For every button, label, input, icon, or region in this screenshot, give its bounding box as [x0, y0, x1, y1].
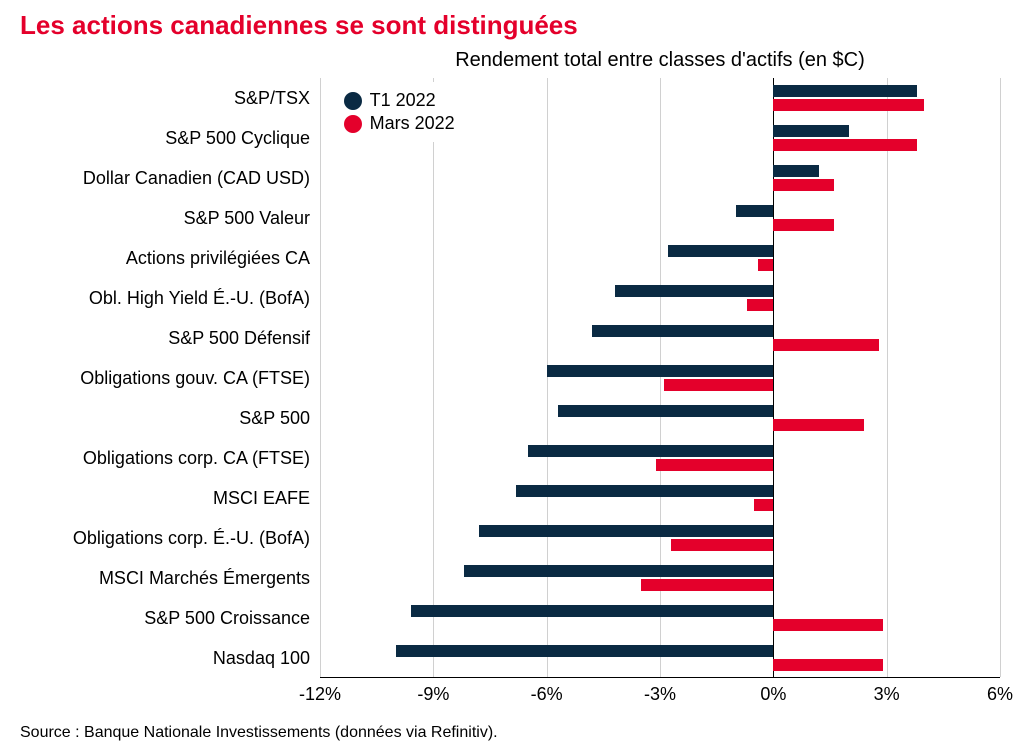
category-label: Obligations corp. CA (FTSE) — [20, 438, 320, 478]
legend-swatch — [344, 115, 362, 133]
x-tick-label: 3% — [874, 684, 900, 705]
bar-mars_2022 — [773, 419, 864, 431]
bar-mars_2022 — [754, 499, 773, 511]
chart-row — [320, 438, 1000, 478]
x-tick-label: 0% — [760, 684, 786, 705]
chart-row — [320, 238, 1000, 278]
bar-t1_2022 — [464, 565, 774, 577]
plot-area: T1 2022Mars 2022 — [320, 78, 1000, 678]
bar-mars_2022 — [773, 99, 924, 111]
category-label: Obligations corp. É.-U. (BofA) — [20, 518, 320, 558]
legend-label: T1 2022 — [370, 90, 436, 111]
bar-t1_2022 — [773, 85, 917, 97]
gridline — [1000, 78, 1001, 677]
legend-item: T1 2022 — [344, 90, 455, 111]
chart-title: Les actions canadiennes se sont distingu… — [20, 10, 1000, 41]
category-label: Actions privilégiées CA — [20, 238, 320, 278]
chart-row — [320, 358, 1000, 398]
bar-t1_2022 — [615, 285, 774, 297]
chart-row — [320, 598, 1000, 638]
source-note: Source : Banque Nationale Investissement… — [20, 724, 1000, 742]
x-tick-label: 6% — [987, 684, 1013, 705]
legend-item: Mars 2022 — [344, 113, 455, 134]
bar-t1_2022 — [736, 205, 774, 217]
chart-row — [320, 278, 1000, 318]
category-label: S&P 500 Croissance — [20, 598, 320, 638]
chart-row — [320, 158, 1000, 198]
bar-mars_2022 — [671, 539, 773, 551]
bar-t1_2022 — [396, 645, 774, 657]
category-label: S&P 500 Défensif — [20, 318, 320, 358]
bar-mars_2022 — [773, 619, 883, 631]
bar-mars_2022 — [773, 219, 833, 231]
category-label: Obl. High Yield É.-U. (BofA) — [20, 278, 320, 318]
bar-mars_2022 — [758, 259, 773, 271]
plot-column: T1 2022Mars 2022 -12%-9%-6%-3%0%3%6% — [320, 78, 1000, 708]
category-label: S&P 500 Cyclique — [20, 118, 320, 158]
bar-mars_2022 — [664, 379, 774, 391]
category-label: Nasdaq 100 — [20, 638, 320, 678]
category-labels-column: S&P/TSXS&P 500 CycliqueDollar Canadien (… — [20, 78, 320, 708]
bar-t1_2022 — [516, 485, 773, 497]
category-label: Dollar Canadien (CAD USD) — [20, 158, 320, 198]
category-label: S&P/TSX — [20, 78, 320, 118]
category-label: MSCI EAFE — [20, 478, 320, 518]
bar-t1_2022 — [773, 125, 849, 137]
x-tick-label: -12% — [299, 684, 341, 705]
chart-row — [320, 638, 1000, 678]
bar-t1_2022 — [479, 525, 774, 537]
bar-mars_2022 — [656, 459, 773, 471]
x-tick-label: -6% — [531, 684, 563, 705]
bar-mars_2022 — [773, 179, 833, 191]
chart-row — [320, 398, 1000, 438]
category-label: S&P 500 Valeur — [20, 198, 320, 238]
chart-row — [320, 558, 1000, 598]
bar-t1_2022 — [773, 165, 818, 177]
category-label: Obligations gouv. CA (FTSE) — [20, 358, 320, 398]
bar-mars_2022 — [773, 139, 917, 151]
chart-row — [320, 478, 1000, 518]
legend-label: Mars 2022 — [370, 113, 455, 134]
category-label: S&P 500 — [20, 398, 320, 438]
x-axis: -12%-9%-6%-3%0%3%6% — [320, 678, 1000, 708]
chart-container: S&P/TSXS&P 500 CycliqueDollar Canadien (… — [20, 78, 1000, 708]
legend-swatch — [344, 92, 362, 110]
chart-row — [320, 198, 1000, 238]
bar-t1_2022 — [558, 405, 773, 417]
bar-t1_2022 — [592, 325, 773, 337]
bar-t1_2022 — [528, 445, 774, 457]
chart-subtitle: Rendement total entre classes d'actifs (… — [320, 49, 1000, 72]
bar-t1_2022 — [547, 365, 774, 377]
bar-mars_2022 — [747, 299, 773, 311]
bar-t1_2022 — [411, 605, 774, 617]
bar-mars_2022 — [773, 339, 879, 351]
legend: T1 2022Mars 2022 — [334, 82, 465, 142]
chart-row — [320, 518, 1000, 558]
bar-mars_2022 — [773, 659, 883, 671]
x-tick-label: -3% — [644, 684, 676, 705]
bar-t1_2022 — [668, 245, 774, 257]
chart-row — [320, 318, 1000, 358]
x-tick-label: -9% — [417, 684, 449, 705]
category-label: MSCI Marchés Émergents — [20, 558, 320, 598]
bar-mars_2022 — [641, 579, 773, 591]
